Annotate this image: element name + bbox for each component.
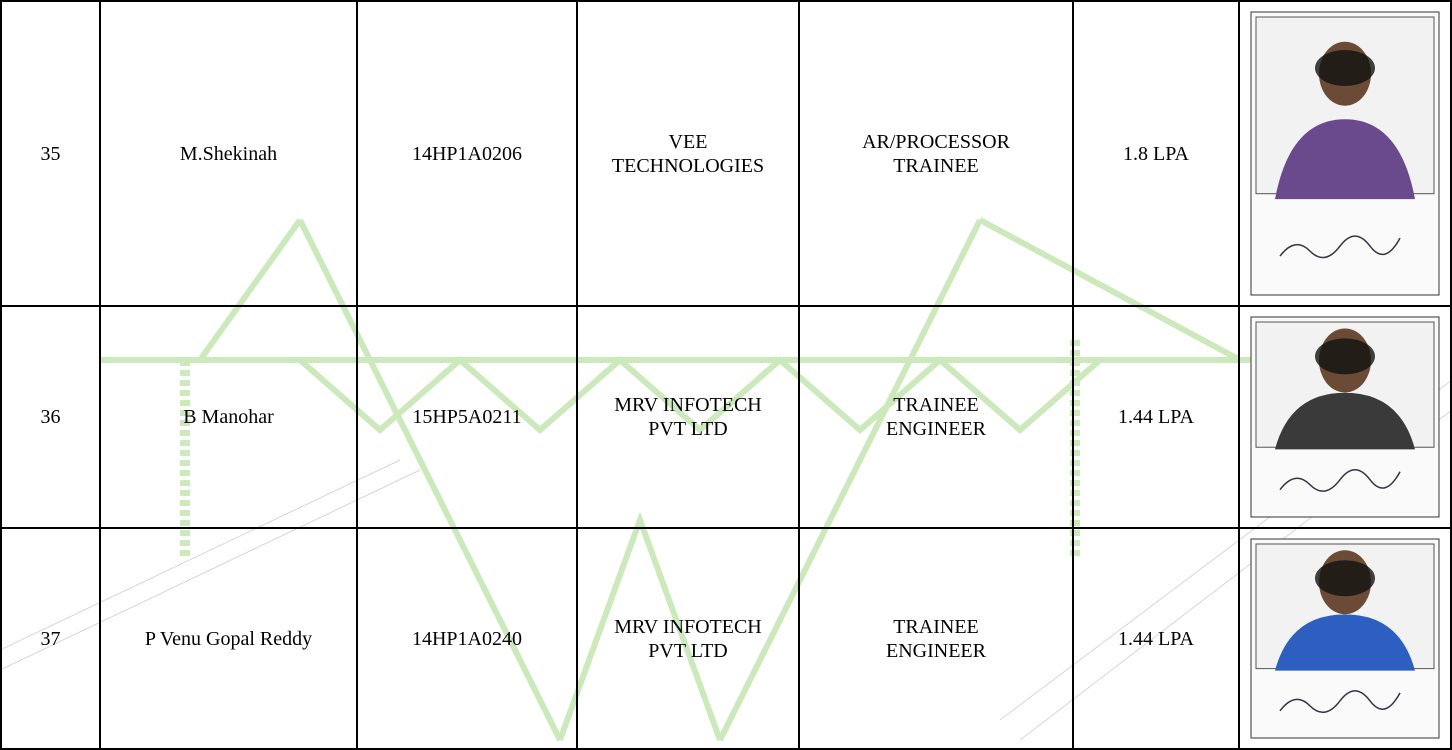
table-cell: 1.44 LPA (1072, 305, 1240, 529)
table-cell: 37 (0, 527, 101, 750)
table-row: 35 M.Shekinah 14HP1A0206 VEE TECHNOLOGIES AR… (0, 0, 1452, 307)
cell-text: 1.8 LPA (1123, 142, 1189, 165)
photo-cell (1238, 527, 1452, 750)
cell-text: 36 (40, 406, 61, 428)
cell-text: 35 (40, 142, 61, 165)
photo-cell (1238, 0, 1452, 307)
cell-text: AR/PROCESSOR TRAINEE (862, 130, 1010, 177)
photo (1250, 538, 1440, 739)
table-cell: MRV INFOTECH PVT LTD (576, 305, 800, 529)
cell-text: 14HP1A0240 (411, 627, 522, 650)
table-cell: 1.8 LPA (1072, 0, 1240, 307)
table-row: 37 P Venu Gopal Reddy 14HP1A0240 MRV INFOTE… (0, 527, 1452, 750)
photo (1250, 11, 1440, 296)
photo-cell (1238, 305, 1452, 529)
cell-text: TRAINEE ENGINEER (886, 394, 986, 440)
cell-text: MRV INFOTECH PVT LTD (614, 394, 762, 440)
table-cell: M.Shekinah (99, 0, 358, 307)
cell-text: M.Shekinah (179, 142, 278, 165)
table-cell: P Venu Gopal Reddy (99, 527, 358, 750)
photo (1250, 316, 1440, 518)
cell-text: 1.44 LPA (1118, 406, 1194, 428)
table-cell: AR/PROCESSOR TRAINEE (798, 0, 1074, 307)
cell-text: VEE TECHNOLOGIES (611, 130, 765, 177)
cell-text: 37 (40, 627, 61, 650)
cell-text: 14HP1A0206 (411, 142, 522, 165)
cell-text: MRV INFOTECH PVT LTD (614, 615, 762, 662)
cell-text: P Venu Gopal Reddy (144, 627, 313, 650)
table-cell: 14HP1A0206 (356, 0, 578, 307)
cell-text: B Manohar (183, 406, 274, 428)
table-cell: 15HP5A0211 (356, 305, 578, 529)
cell-text: TRAINEE ENGINEER (886, 615, 986, 662)
table-cell: VEE TECHNOLOGIES (576, 0, 800, 307)
table-cell: MRV INFOTECH PVT LTD (576, 527, 800, 750)
table-cell: 14HP1A0240 (356, 527, 578, 750)
table-row: 36 B Manohar 15HP5A0211 MRV INFOTECH PVT LT… (0, 305, 1452, 529)
table-cell: 35 (0, 0, 101, 307)
table-cell: TRAINEE ENGINEER (798, 305, 1074, 529)
table-cell: 1.44 LPA (1072, 527, 1240, 750)
cell-text: 15HP5A0211 (412, 406, 522, 428)
table-cell: B Manohar (99, 305, 358, 529)
table-cell: TRAINEE ENGINEER (798, 527, 1074, 750)
cell-text: 1.44 LPA (1118, 627, 1194, 650)
table-cell: 36 (0, 305, 101, 529)
